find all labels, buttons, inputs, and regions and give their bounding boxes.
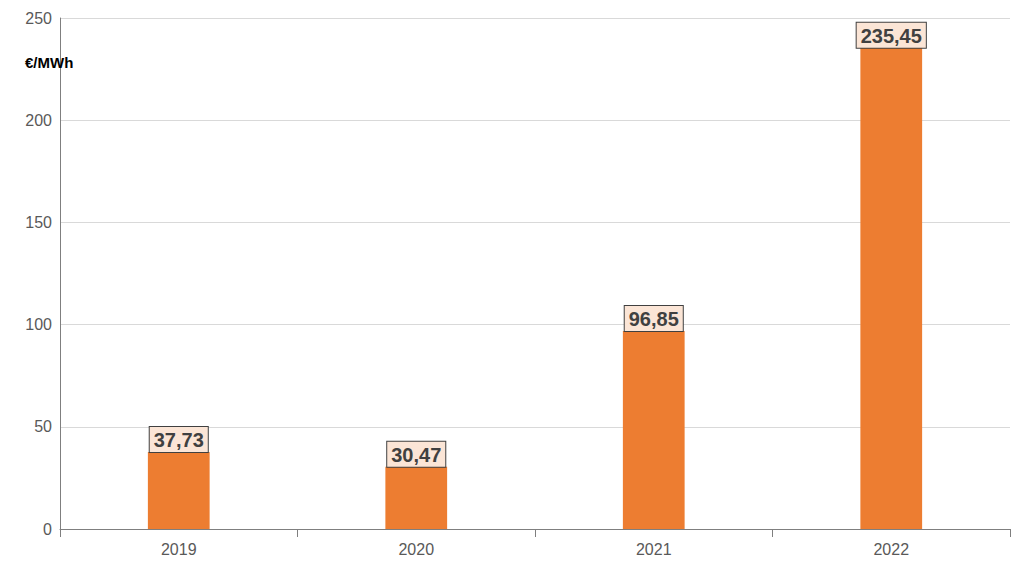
svg-text:50: 50 [34,418,52,435]
svg-text:30,47: 30,47 [391,444,441,466]
svg-text:150: 150 [25,214,52,231]
svg-text:200: 200 [25,112,52,129]
svg-text:2020: 2020 [398,541,434,558]
svg-text:100: 100 [25,316,52,333]
svg-text:€/MWh: €/MWh [25,54,73,71]
svg-text:37,73: 37,73 [154,429,204,451]
svg-text:250: 250 [25,10,52,27]
svg-text:235,45: 235,45 [861,25,922,47]
svg-text:96,85: 96,85 [629,308,679,330]
svg-text:2022: 2022 [873,541,909,558]
svg-text:2019: 2019 [161,541,197,558]
svg-text:2021: 2021 [636,541,672,558]
svg-text:0: 0 [43,521,52,538]
